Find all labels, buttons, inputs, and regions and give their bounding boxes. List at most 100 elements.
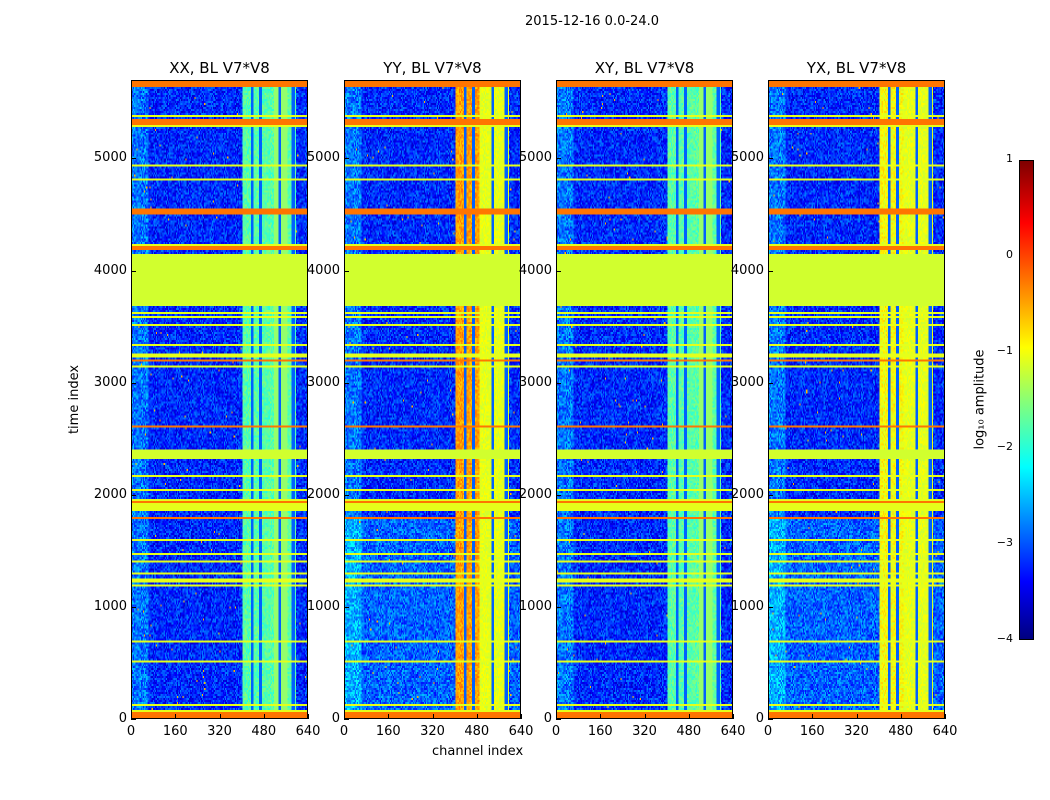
x-tick-mark (856, 714, 858, 719)
y-tick-mark (131, 606, 136, 608)
y-tick-mark (768, 719, 773, 720)
x-axis-label: channel index (432, 744, 524, 759)
y-tick-label: 3000 (730, 374, 764, 390)
panel-title: YX, BL V7*V8 (806, 59, 907, 77)
figure-title: 2015-12-16 0.0-24.0 (525, 14, 659, 29)
y-tick-label: 4000 (306, 262, 340, 278)
y-tick-label: 5000 (518, 150, 552, 166)
y-tick-label: 1000 (306, 598, 340, 614)
x-tick-label: 0 (763, 724, 773, 739)
y-tick-mark (344, 158, 349, 160)
x-tick-label: 640 (932, 724, 958, 739)
panel-title: XY, BL V7*V8 (594, 59, 695, 77)
y-tick-label: 5000 (730, 150, 764, 166)
y-tick-label: 0 (118, 711, 127, 726)
y-tick-label: 2000 (93, 486, 127, 502)
x-tick-mark (263, 714, 265, 719)
y-tick-mark (768, 494, 773, 496)
y-axis-label: time index (67, 364, 83, 435)
x-tick-mark (175, 714, 177, 719)
y-tick-label: 0 (543, 711, 552, 726)
y-tick-mark (131, 719, 136, 720)
colorbar-tick-label: −1 (996, 344, 1013, 357)
colorbar-tick-label: −4 (996, 632, 1013, 645)
y-tick-label: 1000 (518, 598, 552, 614)
panel-title: YY, BL V7*V8 (383, 59, 482, 77)
colorbar (1019, 160, 1034, 640)
y-tick-label: 2000 (730, 486, 764, 502)
x-tick-label: 480 (888, 724, 914, 739)
x-tick-label: 480 (676, 724, 702, 739)
heatmap-image (769, 81, 944, 718)
heatmap-panel-3 (768, 80, 945, 719)
x-tick-mark (131, 714, 132, 719)
y-tick-mark (131, 494, 136, 496)
y-tick-mark (768, 606, 773, 608)
x-tick-label: 480 (251, 724, 277, 739)
y-tick-label: 3000 (518, 374, 552, 390)
y-tick-mark (344, 270, 349, 272)
colorbar-tick-label: 0 (1006, 248, 1013, 261)
heatmap-panel-1 (344, 80, 521, 719)
x-tick-mark (733, 714, 734, 719)
y-tick-mark (344, 382, 349, 384)
colorbar-tick-label: −3 (996, 536, 1013, 549)
y-tick-mark (556, 494, 561, 496)
y-tick-mark (131, 270, 136, 272)
y-tick-mark (131, 158, 136, 160)
x-tick-mark (556, 714, 557, 719)
y-tick-mark (768, 382, 773, 384)
x-tick-label: 0 (339, 724, 349, 739)
y-tick-label: 0 (755, 711, 764, 726)
colorbar-tick-label: 1 (1006, 152, 1013, 165)
x-tick-label: 0 (551, 724, 561, 739)
x-tick-mark (432, 714, 434, 719)
x-tick-mark (600, 714, 602, 719)
x-tick-mark (812, 714, 814, 719)
x-tick-label: 160 (587, 724, 613, 739)
colorbar-tick-label: −2 (996, 440, 1013, 453)
x-tick-label: 320 (207, 724, 232, 739)
x-tick-label: 480 (464, 724, 490, 739)
x-tick-mark (900, 714, 902, 719)
x-tick-label: 160 (375, 724, 401, 739)
x-tick-label: 160 (799, 724, 825, 739)
x-tick-label: 640 (295, 724, 321, 739)
x-tick-mark (768, 714, 769, 719)
x-tick-label: 0 (126, 724, 136, 739)
x-tick-mark (344, 714, 345, 719)
y-tick-mark (131, 382, 136, 384)
heatmap-panel-0 (131, 80, 308, 719)
y-tick-label: 5000 (306, 150, 340, 166)
y-tick-mark (344, 719, 349, 720)
y-tick-mark (556, 719, 561, 720)
heatmap-image (132, 81, 307, 718)
y-tick-mark (556, 270, 561, 272)
y-tick-mark (344, 606, 349, 608)
x-tick-label: 160 (162, 724, 188, 739)
y-tick-mark (556, 382, 561, 384)
x-tick-mark (521, 714, 522, 719)
heatmap-panel-2 (556, 80, 733, 719)
y-tick-mark (556, 606, 561, 608)
x-tick-label: 320 (844, 724, 869, 739)
y-tick-mark (556, 158, 561, 160)
x-tick-label: 320 (632, 724, 657, 739)
panel-title: XX, BL V7*V8 (169, 59, 270, 77)
y-tick-label: 4000 (730, 262, 764, 278)
x-tick-mark (308, 714, 309, 719)
y-tick-label: 1000 (93, 598, 127, 614)
x-tick-mark (219, 714, 221, 719)
x-tick-mark (688, 714, 690, 719)
x-tick-label: 640 (720, 724, 746, 739)
x-tick-mark (644, 714, 646, 719)
x-tick-label: 640 (508, 724, 534, 739)
y-tick-label: 4000 (93, 262, 127, 278)
y-tick-label: 1000 (730, 598, 764, 614)
y-tick-mark (768, 158, 773, 160)
x-tick-mark (388, 714, 390, 719)
y-tick-mark (768, 270, 773, 272)
heatmap-image (345, 81, 520, 718)
x-tick-label: 320 (420, 724, 445, 739)
